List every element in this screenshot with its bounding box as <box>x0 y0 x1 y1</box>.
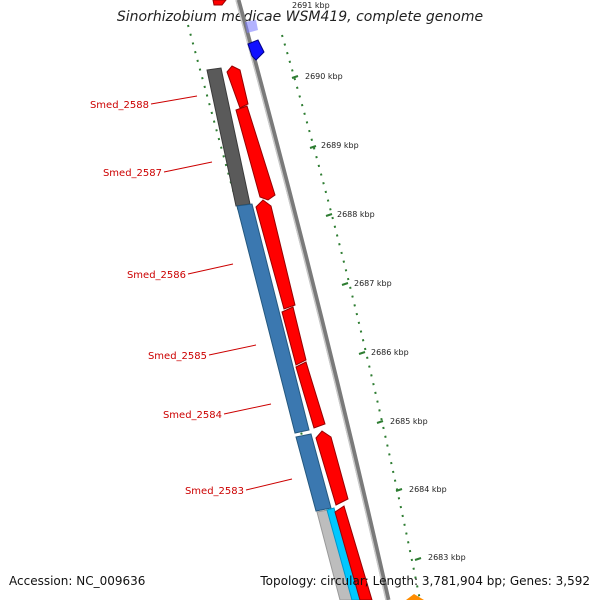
tick-2689 <box>309 145 317 149</box>
leader-smed-2587 <box>163 161 213 173</box>
gene-smed-2586[interactable] <box>255 199 296 310</box>
gene-smed-2583[interactable] <box>315 430 349 506</box>
leader-smed-2584 <box>223 403 272 415</box>
leader-smed-2586 <box>187 263 234 275</box>
gene-smed-2586-2584-block[interactable] <box>236 203 310 434</box>
map-title: Sinorhizobium medicae WSM419, complete g… <box>116 9 484 25</box>
gene-red-top[interactable] <box>212 0 227 6</box>
cyan-feature[interactable] <box>326 507 361 600</box>
leader-smed-2588 <box>150 95 198 105</box>
genome-backbone <box>235 0 391 600</box>
topology-summary: Topology: circular; Length: 3,781,904 bp… <box>260 574 590 588</box>
tick-label-2686: 2686 kbp <box>371 348 409 357</box>
tick-2690 <box>291 75 299 79</box>
tick-2683 <box>414 557 422 561</box>
tick-2685 <box>376 420 384 424</box>
gene-label-smed-2587: Smed_2587 <box>103 168 162 179</box>
gene-label-smed-2588: Smed_2588 <box>90 100 149 111</box>
gene-red-lower[interactable] <box>334 505 373 600</box>
tick-2688 <box>325 213 333 217</box>
orange-feature[interactable] <box>406 594 424 600</box>
tick-2686 <box>358 351 366 355</box>
tick-2687 <box>341 282 349 286</box>
blue-feature-small[interactable] <box>245 20 258 33</box>
tick-label-2691: 2691 kbp <box>292 1 330 10</box>
gene-smed-2583-block[interactable] <box>295 433 332 512</box>
tick-label-2684: 2684 kbp <box>409 485 447 494</box>
grey-feature-lower <box>316 509 353 600</box>
gene-label-smed-2584: Smed_2584 <box>163 410 222 421</box>
gene-label-smed-2585: Smed_2585 <box>148 351 207 362</box>
tick-2684 <box>395 488 403 492</box>
leader-smed-2583 <box>245 478 293 491</box>
gene-smed-2588[interactable] <box>226 65 249 109</box>
tick-label-2687: 2687 kbp <box>354 279 392 288</box>
accession-label: Accession: NC_009636 <box>9 574 146 588</box>
tick-label-2689: 2689 kbp <box>321 141 359 150</box>
gene-smed-2584[interactable] <box>295 361 326 429</box>
tick-label-2688: 2688 kbp <box>337 210 375 219</box>
genome-backbone-highlight <box>235 0 387 600</box>
gene-smed-2587[interactable] <box>235 105 276 201</box>
gene-smed-2585[interactable] <box>281 306 307 366</box>
leader-smed-2585 <box>208 344 257 356</box>
outer-tick-track <box>281 34 421 600</box>
tick-label-2690: 2690 kbp <box>305 72 343 81</box>
gene-label-smed-2583: Smed_2583 <box>185 486 244 497</box>
blue-feature[interactable] <box>247 39 265 61</box>
tick-label-2685: 2685 kbp <box>390 417 428 426</box>
gene-label-smed-2586: Smed_2586 <box>127 270 186 281</box>
tick-label-2683: 2683 kbp <box>428 553 466 562</box>
